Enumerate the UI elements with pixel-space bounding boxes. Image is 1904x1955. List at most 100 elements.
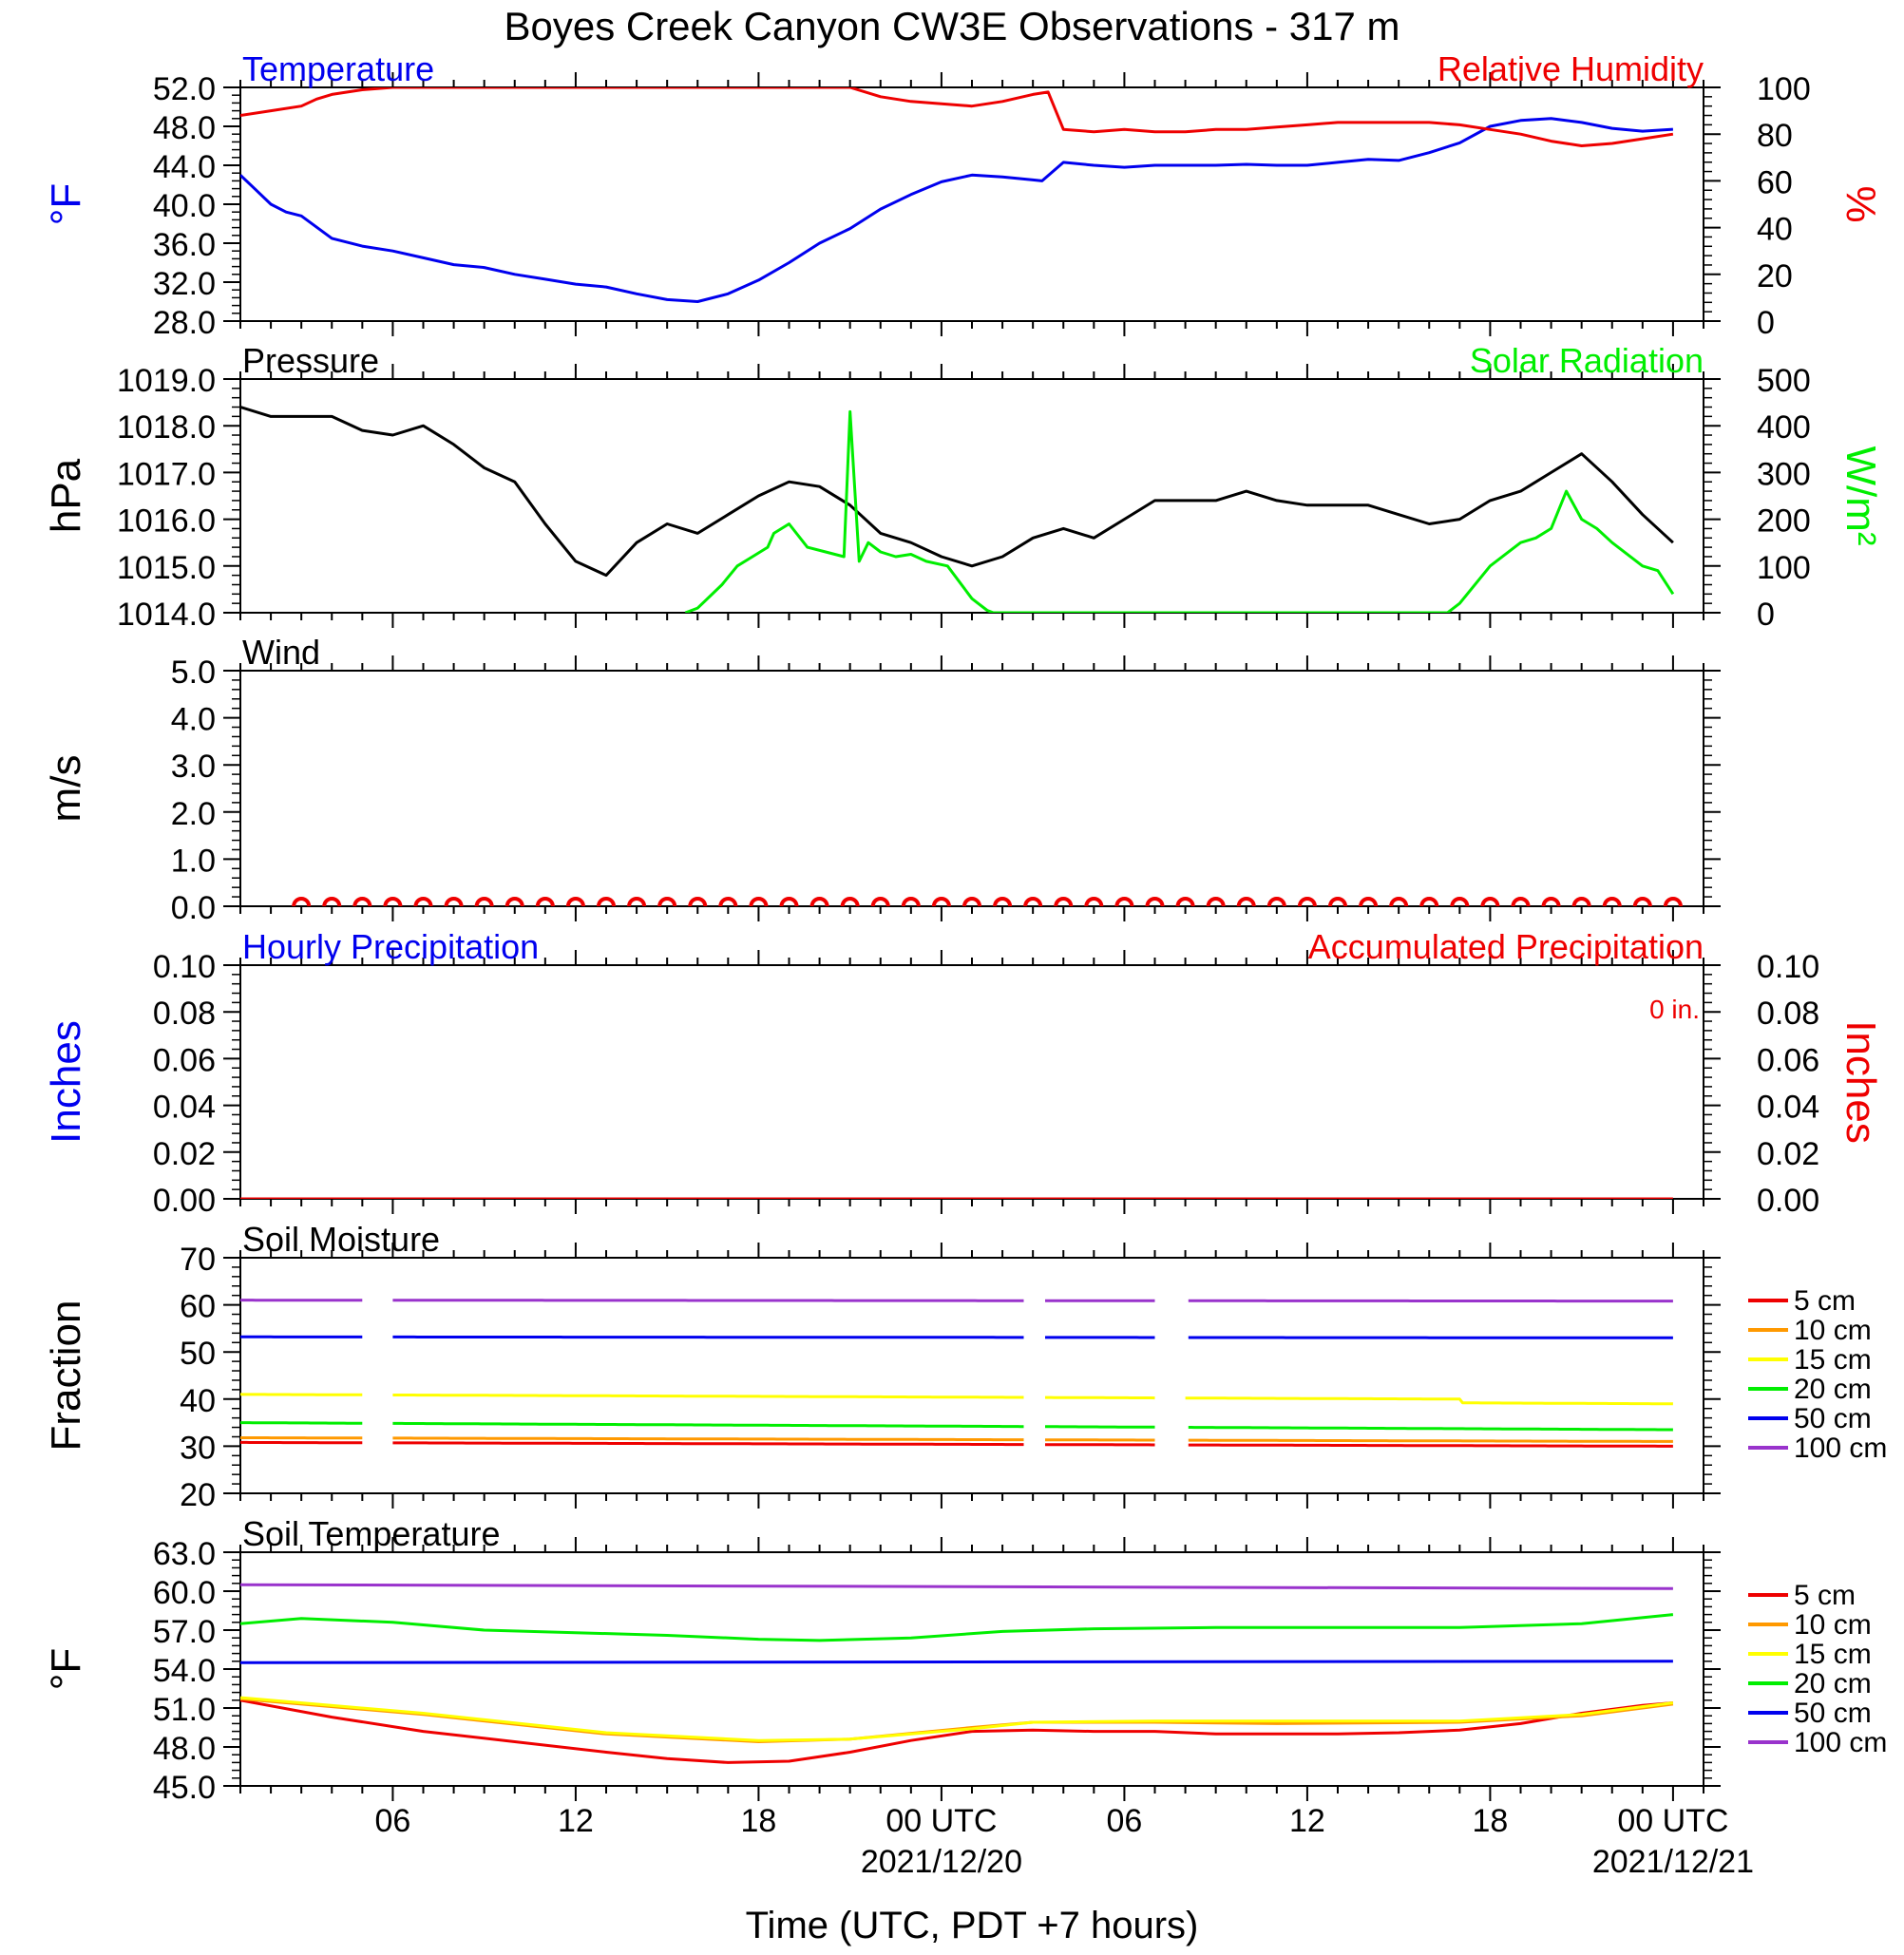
y-tick-label: 28.0: [153, 305, 216, 341]
y-tick-label-right: 300: [1757, 456, 1811, 492]
wind-point: [1419, 897, 1439, 906]
series-100-cm: [240, 1583, 1673, 1590]
y-tick-label: 48.0: [153, 1731, 216, 1767]
wind-point: [1602, 897, 1622, 906]
plot-area: [240, 1299, 1673, 1448]
series-20-cm: [240, 1613, 1674, 1642]
wind-point: [505, 897, 524, 906]
wind-point: [870, 897, 890, 906]
y-tick-label: 4.0: [171, 702, 216, 738]
y-tick-label: 54.0: [153, 1653, 216, 1689]
wind-point: [1114, 897, 1134, 906]
wind-point: [840, 897, 860, 906]
y-tick-label-right: 40: [1757, 212, 1793, 248]
plot-frame: [239, 964, 1704, 1200]
y-tick-label: 51.0: [153, 1692, 216, 1728]
legend-label: 5 cm: [1794, 1580, 1856, 1611]
wind-point: [352, 897, 372, 906]
y-tick-label: 44.0: [153, 149, 216, 185]
series-20-cm: [240, 1421, 1673, 1432]
precip-total: 0 in.: [1649, 995, 1700, 1024]
wind-point: [931, 897, 951, 906]
plot-frame: [239, 1257, 1704, 1494]
wind-point: [597, 897, 616, 906]
wind-point: [688, 897, 708, 906]
y-tick-label: 52.0: [153, 71, 216, 107]
wind-point: [1663, 897, 1683, 906]
y-tick-label: 0.10: [153, 949, 216, 985]
wind-point: [1175, 897, 1195, 906]
y-tick-label-right: 100: [1757, 71, 1811, 107]
y-tick-label: 1018.0: [117, 409, 216, 446]
y-tick-label-right: 80: [1757, 118, 1793, 154]
series-50-cm: [240, 1660, 1673, 1664]
legend-label: 15 cm: [1794, 1344, 1872, 1376]
wind-point: [1023, 897, 1043, 906]
series-10-cm: [240, 1436, 1673, 1443]
y-tick-label: 0.08: [153, 996, 216, 1032]
y-tick-label: 0.04: [153, 1090, 216, 1126]
y-tick-label-right: 0.10: [1757, 949, 1819, 985]
wind-point: [1511, 897, 1531, 906]
wind-point: [1206, 897, 1226, 906]
y-tick-label: 40: [180, 1383, 216, 1419]
wind-point: [1450, 897, 1470, 906]
wind-point: [383, 897, 403, 906]
legend-label: 50 cm: [1794, 1698, 1872, 1729]
y-tick-label: 60: [180, 1289, 216, 1325]
y-tick-label: 32.0: [153, 266, 216, 302]
y-tick-label: 3.0: [171, 749, 216, 785]
x-tick-label: 06: [1107, 1803, 1143, 1839]
y-tick-label: 1014.0: [117, 597, 216, 633]
wind-point: [809, 897, 829, 906]
y-tick-label-right: 200: [1757, 503, 1811, 540]
wind-point: [1359, 897, 1379, 906]
series-100-cm: [240, 1299, 1673, 1303]
x-tick-label: 18: [741, 1803, 777, 1839]
panel-temp_rh: 28.032.036.040.044.048.052.0 0 20 40 60 80 100…: [43, 49, 1884, 341]
y-tick-label-right: 0: [1757, 597, 1775, 633]
x-axis-label: Time (UTC, PDT +7 hours): [746, 1905, 1199, 1946]
y-tick-label: 0.00: [153, 1183, 216, 1219]
y-axis-label-right: %: [1837, 185, 1884, 222]
plot-frame: [239, 670, 1704, 907]
legend-label: 100 cm: [1794, 1727, 1887, 1758]
wind-point: [1054, 897, 1074, 906]
panel-wind: 0.0 1.0 2.0 3.0 4.0 5.0 Wind m/s: [43, 633, 1721, 926]
series-50-cm: [240, 1335, 1673, 1339]
x-tick-label: 12: [558, 1803, 594, 1839]
y-axis-label-left: °F: [43, 1648, 89, 1690]
wind-point: [535, 897, 555, 906]
series-temperature: [240, 117, 1673, 303]
plot-frame: [239, 86, 1704, 322]
panel-title-left: Pressure: [242, 341, 379, 380]
y-tick-label: 63.0: [153, 1536, 216, 1572]
y-axis-label-right: Inches: [1837, 1020, 1884, 1144]
y-tick-label: 0.06: [153, 1042, 216, 1078]
wind-point: [901, 897, 921, 906]
y-axis-label-right: W/m²: [1837, 446, 1884, 545]
legend-label: 20 cm: [1794, 1374, 1872, 1405]
y-tick-label: 2.0: [171, 796, 216, 832]
series-5-cm: [240, 1699, 1674, 1764]
panel-soil_moisture: 20 30 40 50 60 70 Soil Moisture Fraction 5 cm10 …: [43, 1220, 1887, 1513]
y-tick-label-right: 0: [1757, 305, 1775, 341]
wind-point: [1266, 897, 1286, 906]
wind-point: [1297, 897, 1317, 906]
legend-label: 15 cm: [1794, 1639, 1872, 1670]
y-tick-label: 20: [180, 1477, 216, 1513]
wind-point: [1571, 897, 1591, 906]
wind-point: [444, 897, 464, 906]
wind-point: [627, 897, 647, 906]
y-tick-label: 0.02: [153, 1136, 216, 1172]
y-tick-label-right: 0.00: [1757, 1183, 1819, 1219]
wind-point: [1389, 897, 1409, 906]
y-tick-label-right: 400: [1757, 409, 1811, 446]
panel-title-right: Accumulated Precipitation: [1308, 927, 1704, 966]
panel-title-left: Wind: [242, 633, 320, 672]
wind-point: [1328, 897, 1347, 906]
y-tick-label-right: 20: [1757, 258, 1793, 294]
y-tick-label: 1015.0: [117, 550, 216, 586]
y-axis-label-left: m/s: [43, 755, 89, 823]
